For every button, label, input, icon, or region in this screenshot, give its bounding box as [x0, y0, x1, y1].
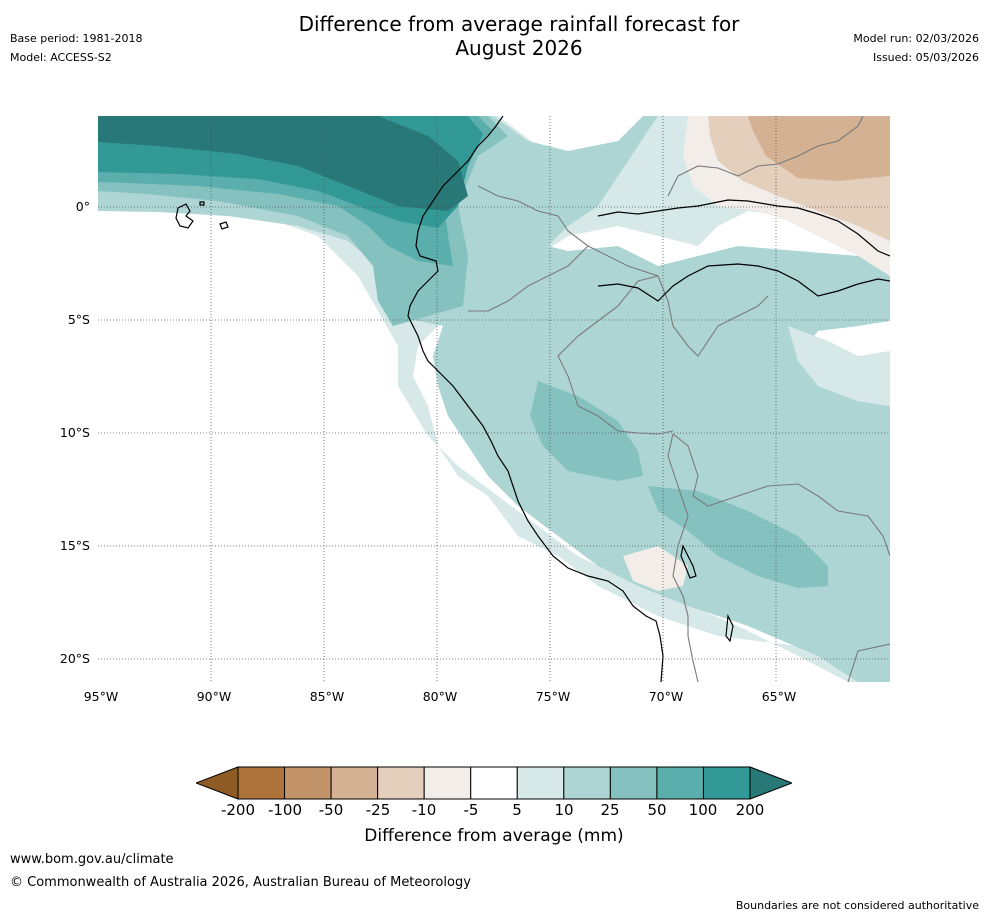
legend-tick: 10 [554, 801, 574, 819]
lon-label-90w: 90°W [196, 689, 232, 704]
lat-label-5s: 5°S [67, 312, 90, 327]
color-bar-max-arrow [749, 766, 794, 800]
graticule [98, 116, 890, 682]
legend-title: Difference from average (mm) [364, 826, 624, 846]
lon-label-80w: 80°W [422, 689, 458, 704]
legend-tick: -200 [220, 801, 256, 819]
model-run: Model run: 02/03/2026 [853, 32, 979, 45]
legend-tick: 50 [647, 801, 667, 819]
base-period: Base period: 1981-2018 [10, 32, 143, 45]
lon-label-85w: 85°W [309, 689, 345, 704]
legend-tick: -100 [267, 801, 303, 819]
lon-label-70w: 70°W [648, 689, 684, 704]
title-line-2: August 2026 [455, 36, 583, 60]
footer-disclaimer: Boundaries are not considered authoritat… [735, 899, 979, 912]
lat-label-10s: 10°S [59, 425, 90, 440]
color-bar-cell [237, 766, 286, 800]
lat-label-0: 0° [75, 199, 90, 214]
band-25-50-peru [530, 381, 643, 481]
legend-tick: -50 [318, 801, 344, 819]
band-25-50-bolivia [648, 486, 828, 588]
color-bar-svg [194, 766, 794, 800]
legend-tick: -5 [463, 801, 479, 819]
color-bar-cell [516, 766, 565, 800]
color-bar-cell [702, 766, 751, 800]
band-10-25-south [788, 326, 890, 406]
band-minus-25-50-ne [748, 116, 890, 181]
legend-tick: 5 [512, 801, 522, 819]
footer-url[interactable]: www.bom.gov.au/climate [10, 852, 174, 867]
color-bar [194, 766, 794, 800]
rainfall-map [98, 116, 890, 682]
legend-tick: 100 [688, 801, 718, 819]
color-bar-cell [563, 766, 611, 800]
color-bar-cell [609, 766, 658, 800]
title-line-1: Difference from average rainfall forecas… [298, 12, 740, 36]
meta-left: Base period: 1981-2018 Model: ACCESS-S2 [10, 32, 142, 70]
chart-title: Difference from average rainfall forecas… [194, 12, 844, 60]
color-bar-cell [377, 766, 425, 800]
legend-tick: -25 [365, 801, 391, 819]
lon-label-75w: 75°W [535, 689, 571, 704]
color-bar-cell [284, 766, 332, 800]
map-svg [98, 116, 890, 682]
legend-tick: -10 [411, 801, 437, 819]
footer-copyright: © Commonwealth of Australia 2026, Austra… [10, 875, 471, 890]
color-bar-cells [237, 766, 751, 800]
issued-date: Issued: 05/03/2026 [872, 51, 979, 64]
model-name: Model: ACCESS-S2 [10, 51, 112, 64]
band-minus-5-10-andes [623, 546, 688, 591]
coastline [175, 116, 890, 682]
color-bar-min-arrow [194, 766, 239, 800]
color-bar-cell [423, 766, 472, 800]
color-bar-cell [656, 766, 704, 800]
meta-right: Model run: 02/03/2026 Issued: 05/03/2026 [853, 32, 979, 70]
legend-tick: 200 [735, 801, 765, 819]
lon-label-95w: 95°W [83, 689, 119, 704]
lat-label-15s: 15°S [59, 538, 90, 553]
country-borders [468, 116, 890, 682]
band-above-200 [98, 116, 468, 211]
lon-label-65w: 65°W [761, 689, 797, 704]
lat-label-20s: 20°S [59, 651, 90, 666]
color-bar-cell [470, 766, 518, 800]
band-10-25-central [98, 116, 890, 682]
legend-tick: 25 [600, 801, 620, 819]
color-bar-cell [330, 766, 379, 800]
